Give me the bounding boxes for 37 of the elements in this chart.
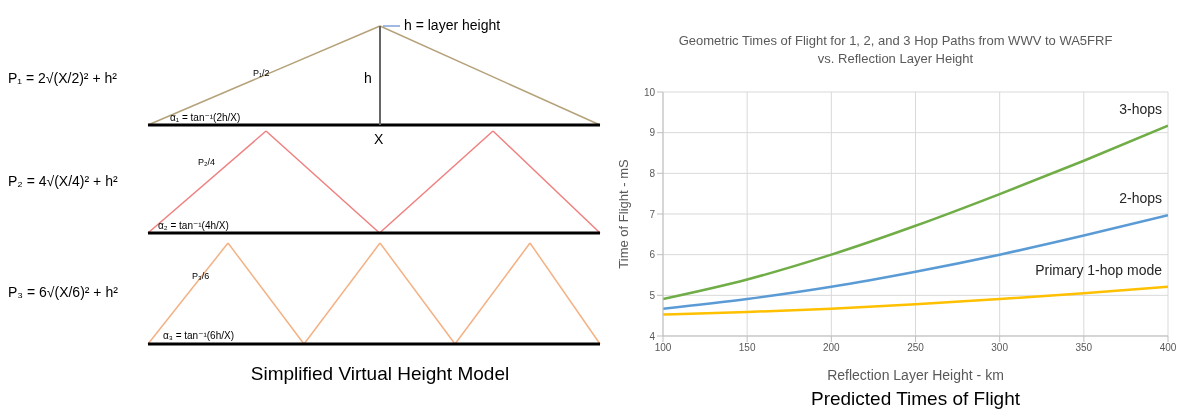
text: P₂/4 xyxy=(198,157,216,167)
text: P₂ = 4√(X/4)² + h² xyxy=(8,173,118,189)
y-axis-title: Time of Flight - mS xyxy=(615,159,631,269)
series-label: 3-hops xyxy=(1119,100,1162,117)
text: α₃ = tan⁻¹(6h/X) xyxy=(163,330,234,341)
chart-title: Geometric Times of Flight for 1, 2, and 3 Hop Paths from WWV to WA5FRF vs. Reflection Layer Height xyxy=(677,32,1114,68)
y-tick-label: 8 xyxy=(649,167,656,179)
y-tick-label: 9 xyxy=(649,127,656,139)
y-tick-label: 4 xyxy=(649,330,656,342)
text: P₃/6 xyxy=(192,271,210,281)
series-label: Primary 1-hop mode xyxy=(1035,261,1163,278)
y-tick-label: 5 xyxy=(649,289,656,301)
text: P₁ = 2√(X/2)² + h² xyxy=(8,70,118,86)
text: Predicted Times of Flight xyxy=(809,388,1022,410)
x-tick-label: 250 xyxy=(907,342,925,354)
text: P₃ = 6√(X/6)² + h² xyxy=(8,284,119,300)
x-tick-label: 100 xyxy=(654,342,672,354)
line-series xyxy=(663,213,1168,310)
text: α₂ = tan⁻¹(4h/X) xyxy=(158,220,229,231)
line-series xyxy=(663,124,1168,301)
x-tick-label: 400 xyxy=(1159,342,1177,354)
y-tick-label: 7 xyxy=(649,208,656,220)
text: Simplified Virtual Height Model xyxy=(250,363,510,384)
series-label: 2-hops xyxy=(1119,190,1162,207)
x-tick-label: 150 xyxy=(738,342,756,354)
x-axis-title: Reflection Layer Height - km xyxy=(827,367,1004,383)
text: P₁/2 xyxy=(253,68,270,78)
x-tick-label: 200 xyxy=(822,342,841,354)
x-tick-label: 300 xyxy=(991,342,1009,354)
text: h = layer height xyxy=(404,17,501,33)
text: α₁ = tan⁻¹(2h/X) xyxy=(170,112,241,123)
y-tick-label: 10 xyxy=(643,86,656,98)
x-tick-label: 350 xyxy=(1075,342,1093,354)
line-series xyxy=(663,285,1168,316)
text: h xyxy=(364,70,372,86)
y-tick-label: 6 xyxy=(649,249,656,261)
text: X xyxy=(374,131,384,147)
